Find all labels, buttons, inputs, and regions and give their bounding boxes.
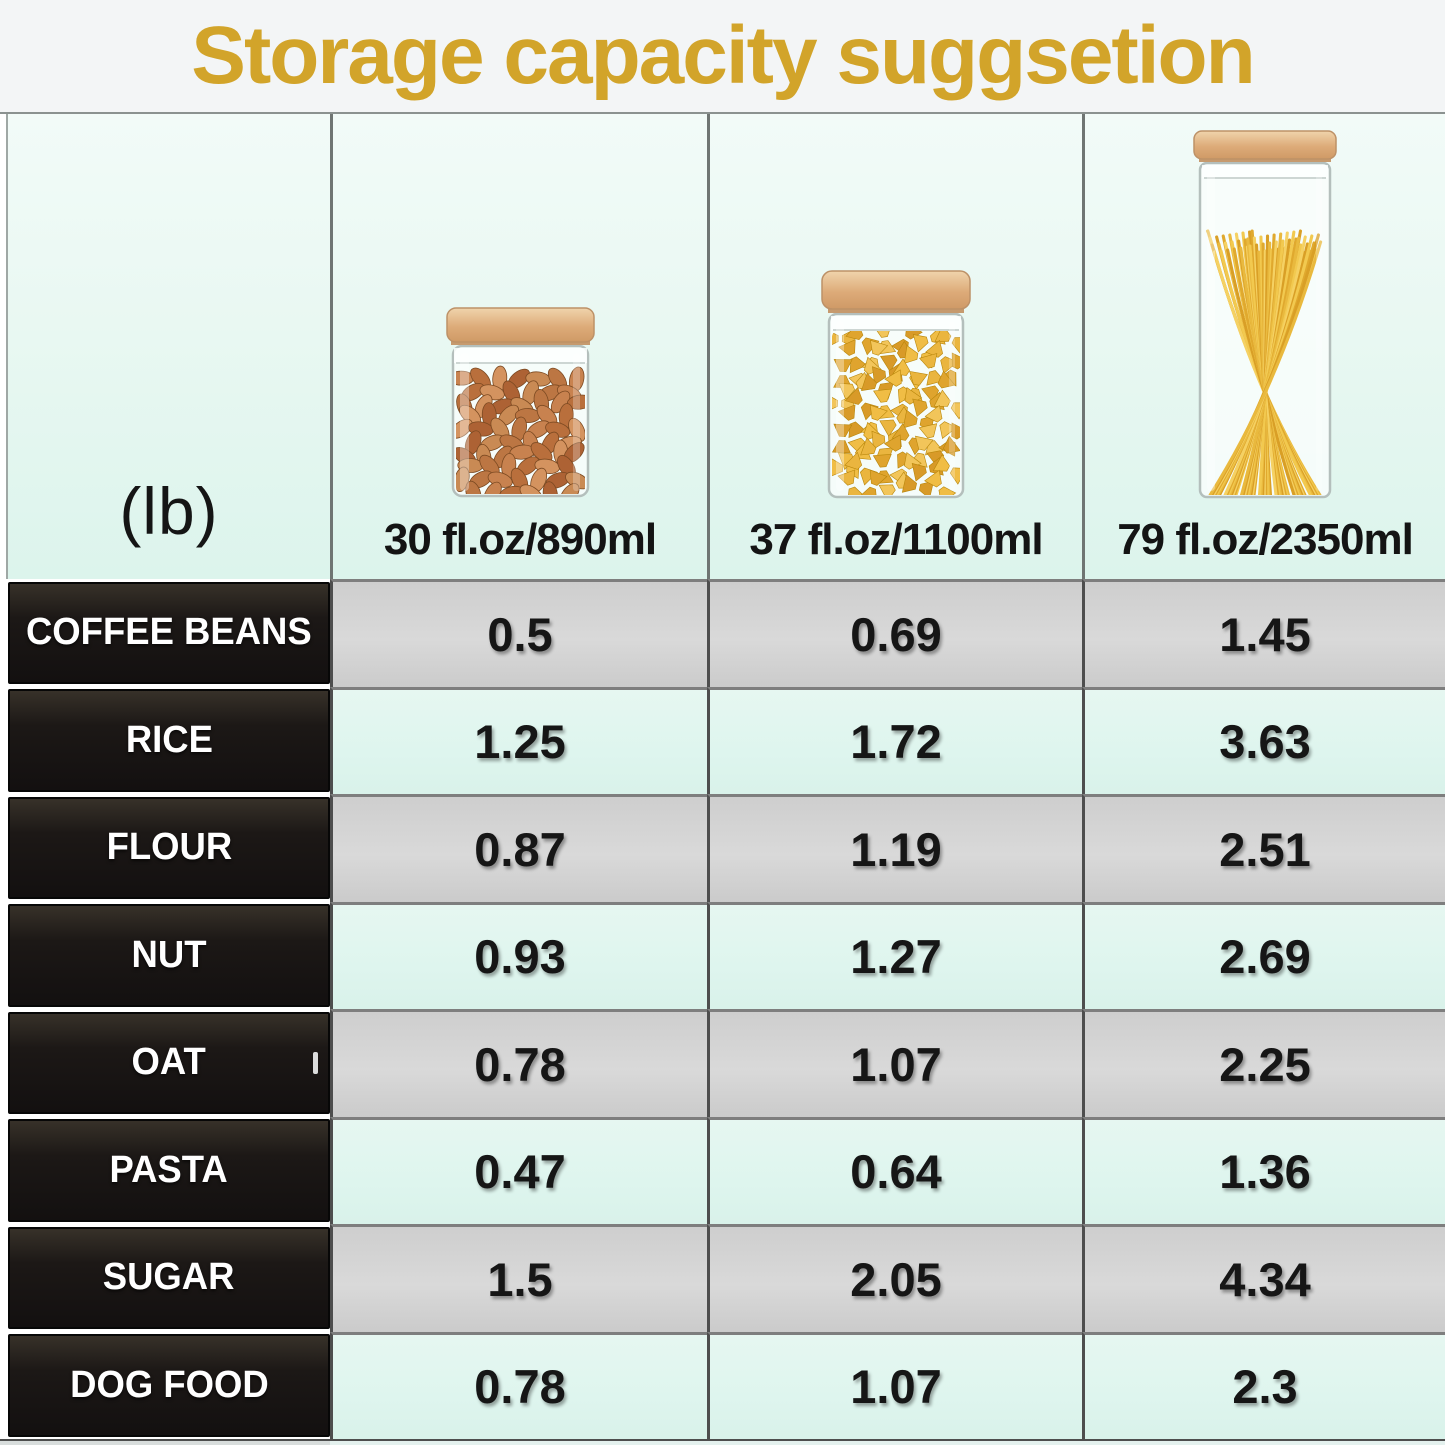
value-text: 2.69 [1219, 930, 1311, 984]
value-text: 4.34 [1219, 1252, 1311, 1306]
value-cell: 1.25 [330, 686, 707, 794]
capacity-label-medium: 37 fl.oz/1100ml [749, 515, 1043, 564]
value-text: 1.07 [850, 1360, 942, 1414]
value-text: 1.36 [1219, 1145, 1311, 1199]
value-text: 2.05 [850, 1252, 942, 1306]
value-text: 0.5 [487, 607, 553, 661]
table-row: PASTA 0.47 0.64 1.36 [0, 1116, 1445, 1224]
farfalle-jar-image [821, 270, 971, 499]
row-label: COFFEE BEANS [26, 611, 312, 654]
value-text: 2.3 [1232, 1360, 1298, 1414]
column-header-medium-jar: 37 fl.oz/1100ml [707, 114, 1082, 579]
almond-jar-icon [433, 305, 608, 501]
row-label-cell: DOG FOOD [0, 1331, 330, 1439]
value-cell: 0.5 [330, 579, 707, 687]
value-text: 1.25 [474, 715, 566, 769]
spaghetti-jar-icon [1185, 129, 1345, 501]
row-label: PASTA [109, 1148, 229, 1191]
value-text: 1.45 [1219, 607, 1311, 661]
row-label: NUT [131, 933, 207, 976]
row-label-cell: PASTA [0, 1116, 330, 1224]
value-cell: 0.64 [707, 1116, 1082, 1224]
unit-header-cell: (lb) [0, 114, 330, 579]
table-row: DOG FOOD 0.78 1.07 2.3 [0, 1331, 1445, 1439]
column-header-small-jar: 30 fl.oz/890ml [330, 114, 707, 579]
capacity-label-small: 30 fl.oz/890ml [383, 515, 657, 564]
value-cell: 2.05 [707, 1224, 1082, 1332]
value-text: 0.78 [474, 1037, 566, 1091]
value-text: 0.69 [850, 607, 942, 661]
row-label-cell: FLOUR [0, 794, 330, 902]
value-cell: 2.3 [1082, 1331, 1445, 1439]
value-cell: 1.72 [707, 686, 1082, 794]
value-cell: 2.51 [1082, 794, 1445, 902]
title-band: Storage capacity suggsetion [0, 0, 1445, 112]
value-text: 3.63 [1219, 715, 1311, 769]
value-text: 2.25 [1219, 1037, 1311, 1091]
value-cell: 3.63 [1082, 686, 1445, 794]
cropped-bottom-strip [0, 1439, 1445, 1445]
value-cell: 1.07 [707, 1331, 1082, 1439]
value-cell: 1.27 [707, 901, 1082, 1009]
table-row: COFFEE BEANS 0.5 0.69 1.45 [0, 579, 1445, 687]
table-row: OAT 0.78 1.07 2.25 [0, 1009, 1445, 1117]
value-cell: 2.25 [1082, 1009, 1445, 1117]
row-label: DOG FOOD [69, 1363, 269, 1406]
row-label: OAT [131, 1041, 207, 1084]
value-text: 1.19 [850, 822, 942, 876]
value-cell: 0.93 [330, 901, 707, 1009]
value-cell: 1.19 [707, 794, 1082, 902]
value-cell: 0.69 [707, 579, 1082, 687]
farfalle-jar-icon [816, 269, 976, 501]
row-label-cell: COFFEE BEANS [0, 579, 330, 687]
row-label-cell: NUT [0, 901, 330, 1009]
value-cell: 0.78 [330, 1009, 707, 1117]
value-cell: 4.34 [1082, 1224, 1445, 1332]
table-row: FLOUR 0.87 1.19 2.51 [0, 794, 1445, 902]
table-row: RICE 1.25 1.72 3.63 [0, 686, 1445, 794]
column-header-large-jar: 79 fl.oz/2350ml [1082, 114, 1445, 579]
value-cell: 1.45 [1082, 579, 1445, 687]
row-label: FLOUR [106, 826, 232, 869]
row-label: SUGAR [103, 1256, 235, 1299]
unit-label: (lb) [119, 474, 219, 548]
table-row: NUT 0.93 1.27 2.69 [0, 901, 1445, 1009]
table-row: SUGAR 1.5 2.05 4.34 [0, 1224, 1445, 1332]
value-text: 1.5 [487, 1252, 553, 1306]
value-text: 1.27 [850, 930, 942, 984]
value-cell: 0.47 [330, 1116, 707, 1224]
stray-tick-mark [313, 1051, 318, 1074]
value-text: 0.47 [474, 1145, 566, 1199]
value-text: 2.51 [1219, 822, 1311, 876]
value-cell: 0.78 [330, 1331, 707, 1439]
page-title: Storage capacity suggsetion [191, 10, 1255, 101]
capacity-table: (lb) [0, 112, 1445, 1445]
value-cell: 1.5 [330, 1224, 707, 1332]
value-cell: 1.07 [707, 1009, 1082, 1117]
value-text: 0.87 [474, 822, 566, 876]
value-cell: 2.69 [1082, 901, 1445, 1009]
value-text: 0.64 [850, 1145, 942, 1199]
row-label: RICE [125, 718, 213, 761]
row-label-cell: SUGAR [0, 1224, 330, 1332]
spaghetti-jar-image [1193, 130, 1337, 499]
value-cell: 0.87 [330, 794, 707, 902]
almond-jar-image [445, 307, 595, 498]
row-label-cell: RICE [0, 686, 330, 794]
row-label-cell: OAT [0, 1009, 330, 1117]
capacity-label-large: 79 fl.oz/2350ml [1117, 515, 1414, 564]
value-text: 1.07 [850, 1037, 942, 1091]
table-header-row: (lb) [0, 114, 1445, 579]
value-text: 1.72 [850, 715, 942, 769]
value-text: 0.78 [474, 1360, 566, 1414]
value-cell: 1.36 [1082, 1116, 1445, 1224]
value-text: 0.93 [474, 930, 566, 984]
